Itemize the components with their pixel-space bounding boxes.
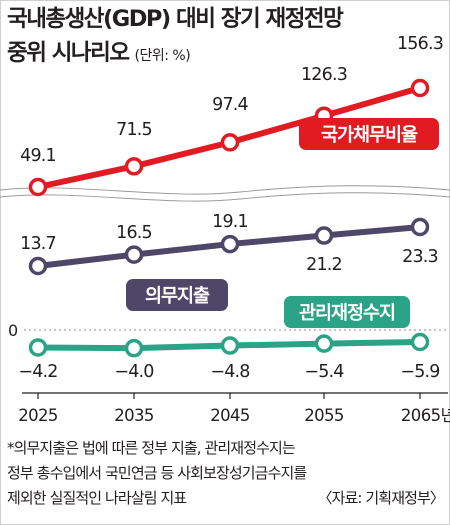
footnote-line-3: 제외한 실질적인 나라살림 지표: [7, 489, 187, 507]
subtitle-text: 중위 시나리오: [7, 40, 130, 66]
zero-tick-label: 0: [8, 321, 18, 340]
data-label: 19.1: [212, 212, 248, 232]
series-label-fiscal-balance-box: [284, 296, 410, 328]
data-point: [410, 332, 430, 352]
x-tick-label: 2065년: [401, 406, 450, 425]
chart-subtitle: 중위 시나리오 (단위: %): [7, 38, 191, 72]
x-tick-label: 2045: [210, 406, 250, 425]
data-point: [124, 157, 144, 176]
series-label-debt-ratio: 국가채무비율: [321, 125, 418, 146]
footnote-line-1: *의무지출은 법에 따른 정부 지출, 관리재정수지는: [7, 439, 296, 457]
data-point: [28, 177, 48, 197]
data-label: 97.4: [212, 95, 248, 115]
data-label: −5.4: [304, 362, 344, 382]
data-point: [124, 338, 144, 358]
data-point: [220, 336, 240, 355]
data-point: [220, 133, 240, 152]
data-point: [220, 234, 240, 254]
axis-break-line-1: [0, 185, 450, 195]
series-label-mandatory-spending-box: [126, 279, 228, 311]
data-label: 126.3: [301, 65, 347, 85]
axis-break-line-2: [0, 192, 450, 202]
footnote: *의무지출은 법에 따른 정부 지출, 관리재정수지는 정부 총수입에서 국민연…: [7, 436, 447, 511]
source-label: 〈자료: 기획재정부〉: [317, 489, 444, 507]
data-label: 21.2: [306, 255, 342, 275]
data-label: −4.2: [18, 362, 57, 382]
footnote-line-2: 정부 총수입에서 국민연금 등 사회보장성기금수지를: [7, 464, 307, 482]
x-tick-label: 2035: [114, 406, 154, 425]
data-label: 71.5: [116, 120, 152, 140]
data-label: 16.5: [116, 223, 152, 243]
data-point: [124, 245, 144, 264]
data-label: 23.3: [402, 247, 438, 267]
data-label: −5.9: [400, 362, 439, 382]
data-point: [410, 217, 430, 237]
data-label: −4.0: [114, 362, 153, 382]
x-tick-label: 2025: [18, 406, 58, 425]
data-label: −4.8: [210, 362, 249, 382]
chart-title: 국내총생산(GDP) 대비 장기 재정전망: [7, 6, 344, 32]
data-point: [314, 334, 334, 353]
data-point: [410, 78, 430, 98]
series-label-debt-ratio-box: [299, 118, 439, 150]
data-label: 13.7: [20, 234, 56, 254]
data-point: [314, 226, 334, 245]
data-label: 156.3: [397, 34, 443, 54]
data-label: 49.1: [20, 146, 56, 166]
series-label-mandatory-spending: 의무지출: [145, 286, 210, 307]
data-point: [28, 338, 48, 357]
x-tick-label: 2055: [304, 406, 344, 425]
data-point: [28, 256, 48, 276]
series-label-fiscal-balance: 관리재정수지: [299, 303, 395, 324]
unit-label: (단위: %): [134, 48, 191, 64]
